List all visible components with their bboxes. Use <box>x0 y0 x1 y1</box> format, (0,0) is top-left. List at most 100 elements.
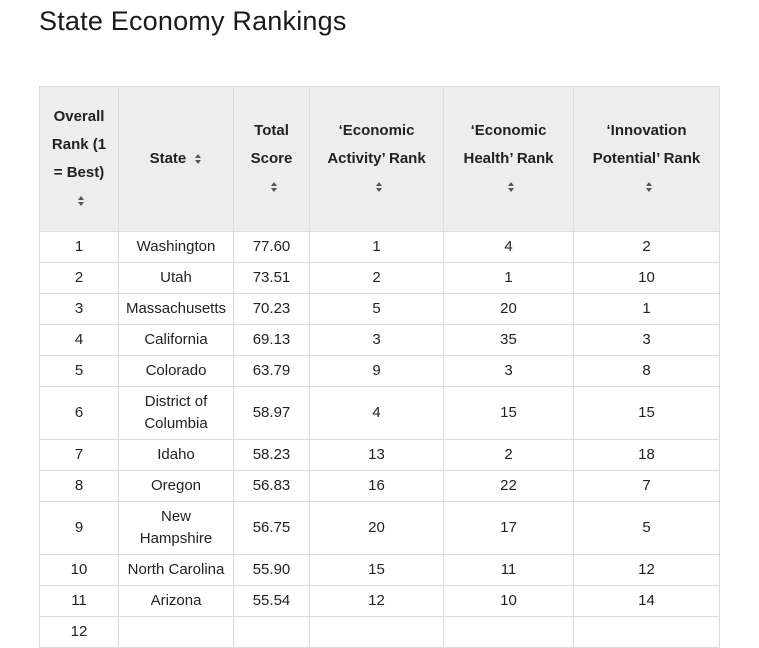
innovation-potential-rank-cell: 12 <box>573 554 720 586</box>
overall-rank-cell: 3 <box>39 293 119 325</box>
economic-health-rank-cell: 11 <box>443 554 574 586</box>
innovation-potential-rank-cell: 18 <box>573 439 720 471</box>
total-score-cell: 58.97 <box>233 386 310 440</box>
total-score-cell: 63.79 <box>233 355 310 387</box>
table-row: 2 Utah 73.51 2 1 10 <box>39 262 720 294</box>
state-cell: California <box>118 324 234 356</box>
table-body: 1 Washington 77.60 1 4 2 2 Utah 73.51 2 1 10 3 Massac… <box>39 231 720 648</box>
innovation-potential-rank-cell: 3 <box>573 324 720 356</box>
economic-health-rank-cell: 3 <box>443 355 574 387</box>
sort-icon <box>195 154 202 165</box>
innovation-potential-rank-cell: 14 <box>573 585 720 617</box>
sort-icon <box>507 182 514 193</box>
table-row: 5 Colorado 63.79 9 3 8 <box>39 355 720 387</box>
total-score-cell: 55.54 <box>233 585 310 617</box>
overall-rank-cell: 11 <box>39 585 119 617</box>
total-score-cell: 58.23 <box>233 439 310 471</box>
overall-rank-cell: 7 <box>39 439 119 471</box>
overall-rank-cell: 6 <box>39 386 119 440</box>
economic-activity-rank-cell: 1 <box>309 231 444 263</box>
overall-rank-cell: 9 <box>39 501 119 555</box>
total-score-cell: 56.75 <box>233 501 310 555</box>
economic-health-rank-cell: 2 <box>443 439 574 471</box>
economic-activity-rank-cell: 4 <box>309 386 444 440</box>
state-cell: Oregon <box>118 470 234 502</box>
total-score-cell <box>233 616 310 648</box>
state-cell: North Carolina <box>118 554 234 586</box>
overall-rank-cell: 8 <box>39 470 119 502</box>
economic-health-rank-cell: 1 <box>443 262 574 294</box>
column-header-overall-rank[interactable]: Overall Rank (1 = Best) <box>39 86 119 232</box>
total-score-cell: 77.60 <box>233 231 310 263</box>
state-cell: Colorado <box>118 355 234 387</box>
page-title: State Economy Rankings <box>39 6 347 36</box>
state-cell: Utah <box>118 262 234 294</box>
economic-health-rank-cell: 22 <box>443 470 574 502</box>
table-header: Overall Rank (1 = Best) State Total Scor… <box>39 86 720 232</box>
economic-health-rank-cell <box>443 616 574 648</box>
header-row: Overall Rank (1 = Best) State Total Scor… <box>39 86 720 232</box>
innovation-potential-rank-cell: 7 <box>573 470 720 502</box>
overall-rank-cell: 5 <box>39 355 119 387</box>
table-row: 12 <box>39 616 720 648</box>
economic-activity-rank-cell: 13 <box>309 439 444 471</box>
table-row: 8 Oregon 56.83 16 22 7 <box>39 470 720 502</box>
state-cell: Washington <box>118 231 234 263</box>
economic-activity-rank-cell: 20 <box>309 501 444 555</box>
column-header-economic-activity-rank[interactable]: ‘Economic Activity’ Rank <box>309 86 444 232</box>
total-score-cell: 73.51 <box>233 262 310 294</box>
table-row: 10 North Carolina 55.90 15 11 12 <box>39 554 720 586</box>
rankings-table-container: Overall Rank (1 = Best) State Total Scor… <box>39 86 720 648</box>
economic-activity-rank-cell: 3 <box>309 324 444 356</box>
total-score-cell: 56.83 <box>233 470 310 502</box>
table-row: 9 New Hampshire 56.75 20 17 5 <box>39 501 720 555</box>
innovation-potential-rank-cell: 10 <box>573 262 720 294</box>
column-header-state[interactable]: State <box>118 86 234 232</box>
sort-icon <box>375 182 382 193</box>
innovation-potential-rank-cell: 8 <box>573 355 720 387</box>
table-row: 11 Arizona 55.54 12 10 14 <box>39 585 720 617</box>
economic-activity-rank-cell: 9 <box>309 355 444 387</box>
overall-rank-cell: 4 <box>39 324 119 356</box>
column-header-innovation-potential-rank[interactable]: ‘Innovation Potential’ Rank <box>573 86 720 232</box>
economic-health-rank-cell: 15 <box>443 386 574 440</box>
sort-icon <box>78 196 84 207</box>
table-row: 3 Massachusetts 70.23 5 20 1 <box>39 293 720 325</box>
column-header-economic-health-rank[interactable]: ‘Economic Health’ Rank <box>443 86 574 232</box>
economic-activity-rank-cell: 12 <box>309 585 444 617</box>
table-row: 7 Idaho 58.23 13 2 18 <box>39 439 720 471</box>
innovation-potential-rank-cell <box>573 616 720 648</box>
innovation-potential-rank-cell: 1 <box>573 293 720 325</box>
state-cell: New Hampshire <box>118 501 234 555</box>
innovation-potential-rank-cell: 5 <box>573 501 720 555</box>
economic-activity-rank-cell: 16 <box>309 470 444 502</box>
economic-activity-rank-cell <box>309 616 444 648</box>
sort-icon <box>270 182 277 193</box>
economic-health-rank-cell: 10 <box>443 585 574 617</box>
state-cell <box>118 616 234 648</box>
economic-health-rank-cell: 4 <box>443 231 574 263</box>
overall-rank-cell: 1 <box>39 231 119 263</box>
innovation-potential-rank-cell: 15 <box>573 386 720 440</box>
table-row: 4 California 69.13 3 35 3 <box>39 324 720 356</box>
table-row: 6 District of Columbia 58.97 4 15 15 <box>39 386 720 440</box>
economic-activity-rank-cell: 15 <box>309 554 444 586</box>
sort-icon <box>645 182 652 193</box>
state-cell: Arizona <box>118 585 234 617</box>
economic-health-rank-cell: 20 <box>443 293 574 325</box>
overall-rank-cell: 12 <box>39 616 119 648</box>
total-score-cell: 70.23 <box>233 293 310 325</box>
economic-activity-rank-cell: 2 <box>309 262 444 294</box>
economic-activity-rank-cell: 5 <box>309 293 444 325</box>
total-score-cell: 69.13 <box>233 324 310 356</box>
state-cell: Idaho <box>118 439 234 471</box>
overall-rank-cell: 10 <box>39 554 119 586</box>
total-score-cell: 55.90 <box>233 554 310 586</box>
rankings-table: Overall Rank (1 = Best) State Total Scor… <box>39 86 720 648</box>
economic-health-rank-cell: 35 <box>443 324 574 356</box>
table-row: 1 Washington 77.60 1 4 2 <box>39 231 720 263</box>
overall-rank-cell: 2 <box>39 262 119 294</box>
column-header-total-score[interactable]: Total Score <box>233 86 310 232</box>
innovation-potential-rank-cell: 2 <box>573 231 720 263</box>
economic-health-rank-cell: 17 <box>443 501 574 555</box>
